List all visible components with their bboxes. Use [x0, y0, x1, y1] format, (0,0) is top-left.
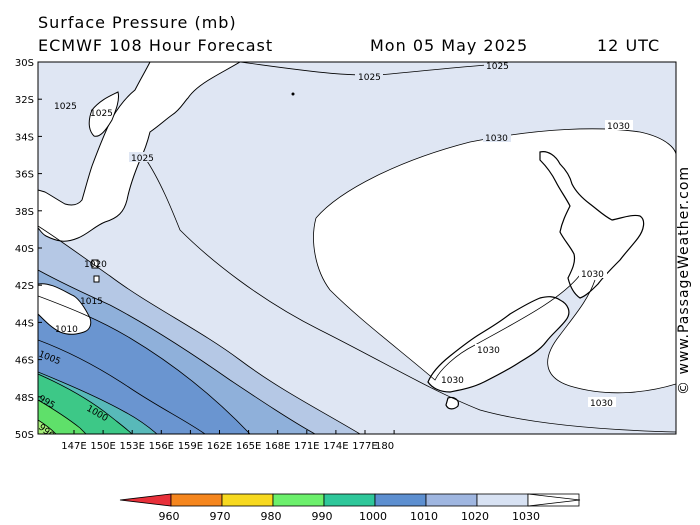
lat-tick-label: 40S — [15, 244, 34, 255]
colorbar-cell — [476, 493, 529, 507]
colorbar-cell — [323, 493, 376, 507]
fill-high-1030 — [313, 128, 676, 393]
yorke-peninsula — [88, 91, 119, 137]
latitude-axis: 30S 32S 34S 36S 38S 40S 42S 44S 46S 48S 50S — [15, 58, 42, 441]
isobar-label-1030-a: 1030 — [485, 134, 508, 144]
lon-tick-label: 153E — [119, 441, 144, 452]
isobar-label-1030-e: 1030 — [441, 376, 464, 386]
isobar-label-1025-a: 1025 — [358, 73, 381, 83]
colorbar-label: 970 — [210, 510, 231, 523]
lat-tick-label: 48S — [15, 393, 34, 404]
lon-tick-label: 174E — [323, 441, 348, 452]
lon-tick-label: 180 — [375, 441, 394, 452]
fill-band-990 — [38, 400, 86, 434]
lon-tick-label: 165E — [236, 441, 261, 452]
isobar-1015 — [38, 269, 316, 434]
colorbar-label: 980 — [261, 510, 282, 523]
lat-tick-label: 44S — [15, 318, 34, 329]
lon-tick-label: 171E — [294, 441, 319, 452]
isobar-label-990: 990 — [36, 423, 56, 442]
isobar-990 — [38, 399, 87, 434]
isobar-1000 — [38, 371, 158, 434]
colorbar: 960 970 980 990 1000 1010 1020 1030 — [119, 493, 581, 523]
isobar-label-1030-f: 1030 — [590, 399, 613, 409]
map-title: Surface Pressure (mb) — [38, 13, 237, 32]
isobar-label-1020: 1020 — [84, 260, 107, 270]
colorbar-cell — [170, 493, 223, 507]
copyright-watermark: © www.PassageWeather.com — [676, 165, 692, 395]
colorbar-label: 960 — [159, 510, 180, 523]
isobar-985 — [38, 419, 57, 434]
isobar-label-1010: 1010 — [55, 325, 78, 335]
lon-tick-label: 150E — [90, 441, 115, 452]
isobar-label-1025-d: 1025 — [90, 109, 113, 119]
colorbar-label: 1030 — [512, 510, 540, 523]
colorbar-right-arrow — [527, 493, 581, 507]
isobar-1030-outer — [315, 128, 676, 219]
isobar-label-1030-d: 1030 — [477, 346, 500, 356]
lat-tick-label: 46S — [15, 356, 34, 367]
colorbar-label: 1000 — [359, 510, 387, 523]
lon-tick-label: 162E — [207, 441, 232, 452]
fill-band-985 — [38, 420, 56, 434]
lat-tick-label: 30S — [15, 58, 34, 69]
pressure-fills: 1025 1025 1025 1025 1025 1030 1030 1030 … — [36, 62, 676, 442]
isobar-1005 — [38, 339, 206, 434]
tasmania-land — [38, 283, 92, 335]
colorbar-cell — [374, 493, 427, 507]
isobar-1025-top — [239, 62, 501, 76]
lon-tick-label: 168E — [265, 441, 290, 452]
lord-howe-island — [291, 92, 295, 96]
colorbar-label: 990 — [312, 510, 333, 523]
isobar-label-1030-b: 1030 — [607, 122, 630, 132]
lat-tick-label: 50S — [15, 430, 34, 441]
forecast-time: 12 UTC — [597, 36, 661, 55]
colorbar-cell — [425, 493, 478, 507]
lon-tick-label: 159E — [178, 441, 203, 452]
lat-tick-label: 32S — [15, 95, 34, 106]
colorbar-label: 1020 — [461, 510, 489, 523]
forecast-model-label: ECMWF 108 Hour Forecast — [38, 36, 274, 55]
isobar-1025-main — [144, 157, 676, 433]
isobar-1020 — [38, 225, 361, 434]
colorbar-left-arrow — [119, 493, 172, 507]
isobar-lines — [38, 62, 676, 434]
forecast-date: Mon 05 May 2025 — [370, 36, 529, 55]
isobar-995 — [38, 373, 133, 434]
lon-tick-label: 156E — [149, 441, 174, 452]
isobar-1030-west — [313, 217, 581, 381]
isobar-label-1025-c: 1025 — [54, 102, 77, 112]
colorbar-cell — [221, 493, 274, 507]
lat-tick-label: 38S — [15, 207, 34, 218]
lat-tick-label: 42S — [15, 281, 34, 292]
flinders-island — [93, 275, 100, 283]
lon-tick-label: 147E — [61, 441, 86, 452]
colorbar-label: 1010 — [410, 510, 438, 523]
lat-tick-label: 34S — [15, 132, 34, 143]
stewart-island — [445, 396, 459, 410]
colorbar-cell — [272, 493, 325, 507]
isobar-1010 — [38, 295, 251, 434]
isobar-label-1015: 1015 — [80, 297, 103, 307]
isobar-label-1025-b: 1025 — [486, 62, 509, 72]
lon-tick-label: 177E — [352, 441, 377, 452]
lat-tick-label: 36S — [15, 170, 34, 181]
longitude-axis: 147E 150E 153E 156E 159E 162E 165E 168E 171E 174E… — [61, 430, 395, 452]
isobar-label-1025-e: 1025 — [131, 154, 154, 164]
isobar-label-1030-c: 1030 — [581, 270, 604, 280]
isobar-1030-east — [547, 279, 676, 394]
